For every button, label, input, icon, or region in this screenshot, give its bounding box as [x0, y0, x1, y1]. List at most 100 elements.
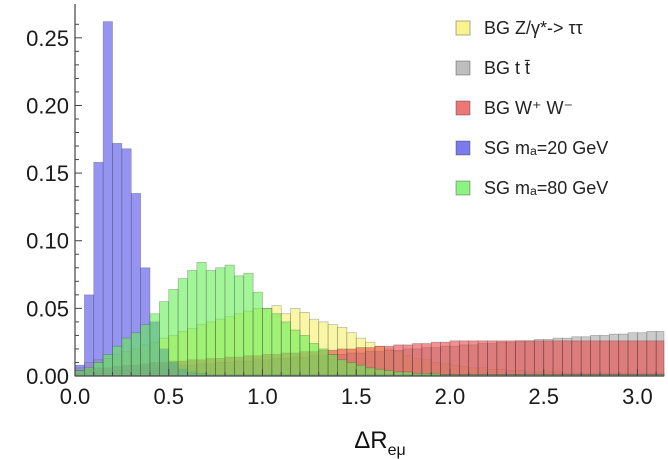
bar-series-4-bin-29: [346, 362, 357, 377]
bar-series-2-bin-59: [627, 340, 638, 377]
bar-series-4-bin-30: [355, 364, 366, 377]
y-tick-label: 0.20: [26, 93, 69, 118]
x-axis-label-main: ΔR: [354, 427, 387, 454]
bar-series-2-bin-43: [477, 340, 488, 377]
bar-series-2-bin-35: [402, 344, 413, 377]
legend-label-2: BG W⁺ W⁻: [484, 98, 573, 118]
bar-series-4-bin-15: [215, 267, 226, 377]
legend-swatch-4: [455, 180, 471, 196]
bar-series-4-bin-2: [93, 362, 104, 377]
bar-series-4-bin-11: [177, 278, 188, 377]
x-tick-label: 2.0: [435, 384, 466, 409]
bar-series-2-bin-39: [440, 341, 451, 377]
legend-label-4: SG mₐ=80 GeV: [484, 178, 608, 198]
bar-series-2-bin-58: [618, 340, 629, 377]
bar-series-4-bin-19: [252, 291, 263, 377]
bar-series-4-bin-34: [393, 371, 404, 377]
bar-series-3-bin-3: [102, 21, 113, 377]
bar-series-2-bin-38: [430, 341, 441, 377]
y-tick-label: 0.10: [26, 229, 69, 254]
bar-series-2-bin-60: [637, 340, 648, 377]
x-tick-label: 0.5: [153, 384, 184, 409]
bar-series-2-bin-51: [552, 340, 563, 377]
bar-series-4-bin-20: [262, 308, 273, 377]
bar-series-4-bin-31: [365, 367, 376, 377]
x-axis-label-subscript: eμ: [388, 442, 406, 459]
bar-series-4-bin-1: [84, 367, 95, 377]
bar-series-3-bin-4: [112, 142, 123, 377]
bar-series-4-bin-7: [140, 324, 151, 377]
bar-series-3-bin-1: [84, 294, 95, 377]
bar-series-2-bin-48: [524, 340, 535, 377]
legend-label-0: BG Z/γ*-> ττ: [484, 18, 583, 38]
bar-series-2-bin-50: [543, 340, 554, 377]
bars-layer: [74, 21, 665, 377]
bar-series-4-bin-12: [187, 270, 198, 377]
legend-swatch-0: [455, 20, 471, 36]
bar-series-4-bin-3: [102, 354, 113, 377]
legend-swatch-3: [455, 140, 471, 156]
bar-series-4-bin-8: [149, 313, 160, 377]
bar-series-4-bin-21: [271, 313, 282, 377]
bar-series-2-bin-36: [412, 343, 423, 377]
bar-series-4-bin-33: [383, 370, 395, 377]
legend-swatch-1: [455, 60, 471, 76]
bar-series-2-bin-56: [599, 340, 610, 377]
bar-series-2-bin-47: [515, 340, 526, 377]
bar-series-2-bin-54: [580, 340, 591, 377]
bar-series-4-bin-26: [318, 348, 329, 377]
bar-series-4-bin-24: [299, 335, 310, 377]
bar-series-4-bin-27: [327, 354, 338, 377]
bar-series-3-bin-2: [93, 161, 104, 377]
bar-series-4-bin-10: [168, 289, 179, 377]
bar-series-4-bin-9: [159, 301, 170, 377]
bar-series-4-bin-22: [280, 321, 291, 377]
y-tick-label: 0.05: [26, 296, 69, 321]
y-tick-label: 0.25: [26, 26, 69, 51]
bar-series-4-bin-16: [224, 264, 235, 377]
bar-series-4-bin-17: [234, 275, 245, 377]
legend-label-3: SG mₐ=20 GeV: [484, 138, 608, 158]
bar-series-2-bin-57: [608, 340, 620, 377]
bar-series-4-bin-13: [196, 262, 207, 377]
bar-series-4-bin-25: [309, 343, 320, 377]
legend: BG Z/γ*-> ττ BG t t̄ BG W⁺ W⁻ SG mₐ=20 GeV S…: [455, 18, 608, 198]
bar-series-2-bin-45: [496, 340, 507, 377]
bar-series-2-bin-41: [458, 340, 470, 377]
x-tick-label: 0.0: [60, 384, 91, 409]
bar-series-4-bin-6: [130, 332, 141, 377]
y-tick-label: 0.15: [26, 161, 69, 186]
x-tick-label: 2.5: [528, 384, 559, 409]
bar-series-4-bin-23: [290, 329, 301, 377]
axes-layer: 0.0 0.5 1.0 1.5 2.0 2.5 3.0 0.00 0.05 0.10 0.15 0.2…: [26, 4, 664, 409]
bar-series-4-bin-4: [112, 345, 123, 377]
bar-series-2-bin-55: [590, 340, 601, 377]
x-tick-label: 3.0: [622, 384, 653, 409]
bar-series-2-bin-46: [505, 340, 516, 377]
bar-series-4-bin-14: [205, 270, 216, 377]
bar-series-2-bin-44: [487, 340, 498, 377]
legend-swatch-2: [455, 100, 471, 116]
bar-series-2-bin-52: [562, 340, 573, 377]
x-axis-label: ΔReμ: [354, 427, 406, 459]
bar-series-2-bin-53: [571, 340, 582, 377]
bar-series-4-bin-0: [74, 370, 85, 377]
bar-series-2-bin-62: [655, 340, 665, 377]
bar-series-2-bin-61: [646, 340, 657, 377]
bar-series-4-bin-32: [374, 368, 385, 377]
bar-series-4-bin-18: [243, 272, 254, 377]
legend-label-1: BG t t̄: [484, 58, 530, 78]
y-tick-label: 0.00: [26, 364, 69, 389]
bar-series-2-bin-34: [393, 344, 404, 377]
bar-series-2-bin-37: [421, 343, 432, 377]
x-tick-label: 1.0: [247, 384, 278, 409]
bar-series-4-bin-5: [121, 337, 132, 377]
bar-series-4-bin-28: [337, 359, 348, 377]
bar-series-2-bin-49: [533, 340, 545, 377]
bar-series-4-bin-35: [402, 371, 413, 377]
bar-series-2-bin-42: [468, 340, 479, 377]
bar-series-2-bin-40: [449, 340, 460, 377]
x-tick-label: 1.5: [341, 384, 372, 409]
